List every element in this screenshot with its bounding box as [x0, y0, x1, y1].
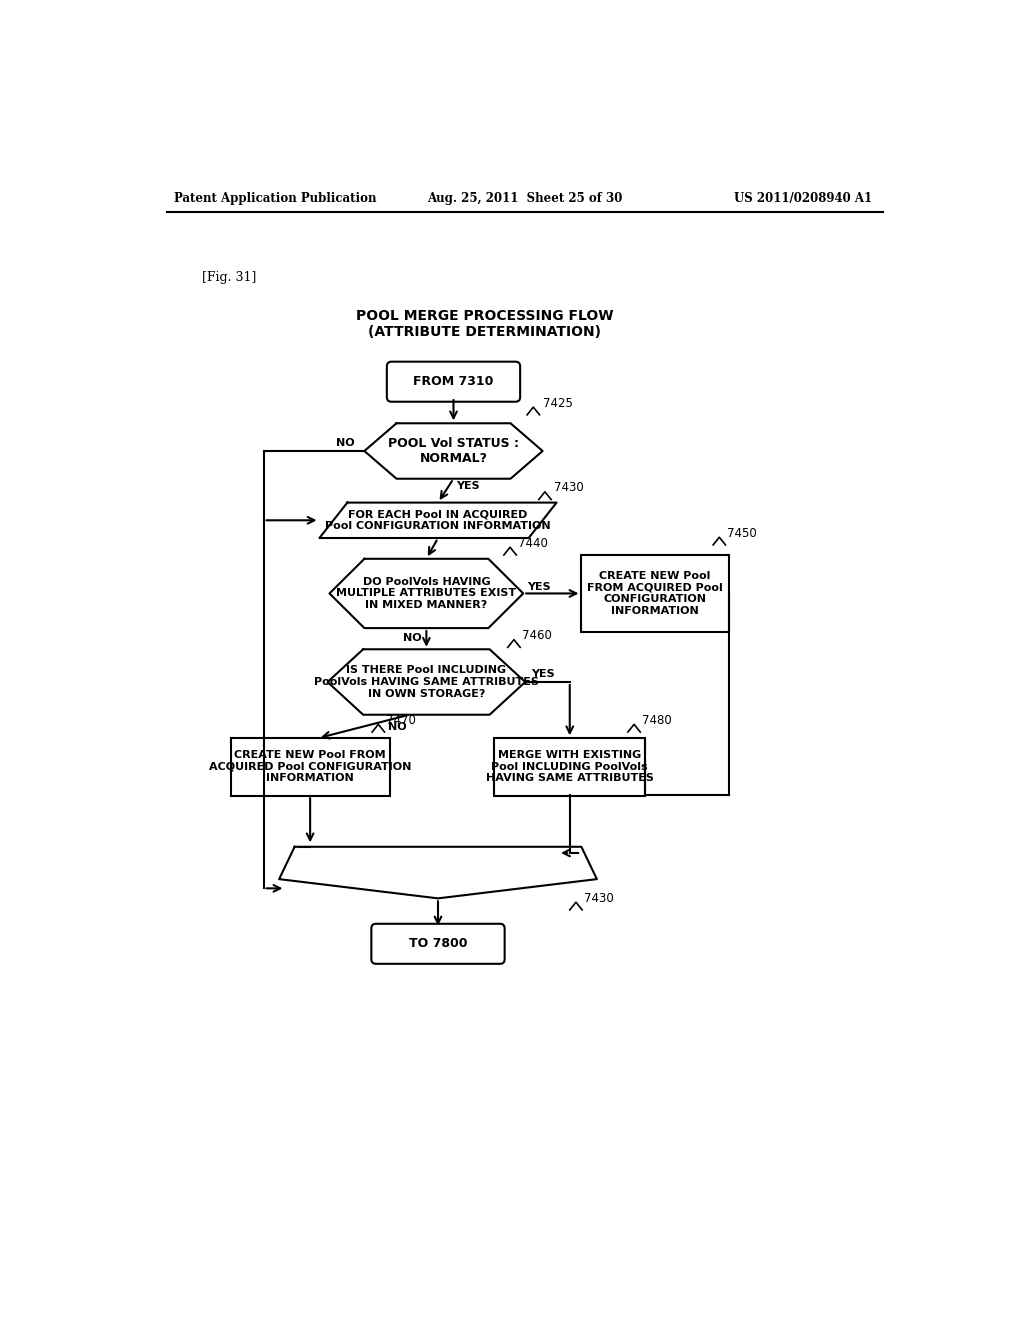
Polygon shape: [328, 649, 525, 714]
Text: IS THERE Pool INCLUDING
PoolVols HAVING SAME ATTRIBUTES
IN OWN STORAGE?: IS THERE Pool INCLUDING PoolVols HAVING …: [314, 665, 539, 698]
Text: DO PoolVols HAVING
MULTIPLE ATTRIBUTES EXIST
IN MIXED MANNER?: DO PoolVols HAVING MULTIPLE ATTRIBUTES E…: [336, 577, 516, 610]
Polygon shape: [365, 424, 543, 479]
Text: NO: NO: [336, 438, 354, 449]
Bar: [495, 738, 645, 796]
Text: [Fig. 31]: [Fig. 31]: [202, 271, 256, 284]
Text: FOR EACH Pool IN ACQUIRED
Pool CONFIGURATION INFORMATION: FOR EACH Pool IN ACQUIRED Pool CONFIGURA…: [326, 510, 551, 531]
Text: 7440: 7440: [518, 537, 548, 550]
Text: CREATE NEW Pool
FROM ACQUIRED Pool
CONFIGURATION
INFORMATION: CREATE NEW Pool FROM ACQUIRED Pool CONFI…: [587, 572, 723, 616]
Polygon shape: [330, 558, 523, 628]
Text: YES: YES: [456, 482, 479, 491]
Text: NO: NO: [403, 634, 422, 643]
Text: Aug. 25, 2011  Sheet 25 of 30: Aug. 25, 2011 Sheet 25 of 30: [427, 191, 623, 205]
Text: Patent Application Publication: Patent Application Publication: [174, 191, 377, 205]
Polygon shape: [319, 503, 557, 539]
Text: POOL Vol STATUS :
NORMAL?: POOL Vol STATUS : NORMAL?: [388, 437, 519, 465]
FancyBboxPatch shape: [372, 924, 505, 964]
Text: 7460: 7460: [521, 630, 552, 643]
Text: NO: NO: [388, 722, 407, 731]
Text: 7470: 7470: [386, 714, 416, 727]
Text: 7425: 7425: [543, 397, 572, 409]
Text: YES: YES: [530, 669, 554, 680]
Text: MERGE WITH EXISTING
Pool INCLUDING PoolVols
HAVING SAME ATTRIBUTES: MERGE WITH EXISTING Pool INCLUDING PoolV…: [485, 750, 653, 783]
Text: (ATTRIBUTE DETERMINATION): (ATTRIBUTE DETERMINATION): [368, 325, 601, 339]
Text: YES: YES: [527, 582, 551, 593]
Text: US 2011/0208940 A1: US 2011/0208940 A1: [734, 191, 872, 205]
Bar: [582, 554, 729, 632]
Text: CREATE NEW Pool FROM
ACQUIRED Pool CONFIGURATION
INFORMATION: CREATE NEW Pool FROM ACQUIRED Pool CONFI…: [209, 750, 412, 783]
Text: FROM 7310: FROM 7310: [414, 375, 494, 388]
Text: POOL MERGE PROCESSING FLOW: POOL MERGE PROCESSING FLOW: [355, 309, 613, 323]
Text: TO 7800: TO 7800: [409, 937, 467, 950]
Text: 7450: 7450: [727, 527, 757, 540]
Text: 7430: 7430: [554, 482, 584, 495]
Text: 7430: 7430: [584, 892, 613, 906]
Bar: [230, 738, 389, 796]
Polygon shape: [280, 847, 597, 899]
FancyBboxPatch shape: [387, 362, 520, 401]
Text: 7480: 7480: [642, 714, 672, 727]
